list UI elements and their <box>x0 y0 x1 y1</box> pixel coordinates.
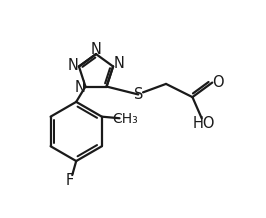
Text: N: N <box>68 58 78 73</box>
Text: F: F <box>65 173 74 188</box>
Text: N: N <box>91 42 101 57</box>
Text: S: S <box>134 87 143 102</box>
Text: CH₃: CH₃ <box>112 112 138 126</box>
Text: N: N <box>114 56 124 71</box>
Text: O: O <box>212 75 223 90</box>
Text: HO: HO <box>193 116 215 131</box>
Text: N: N <box>74 80 85 95</box>
